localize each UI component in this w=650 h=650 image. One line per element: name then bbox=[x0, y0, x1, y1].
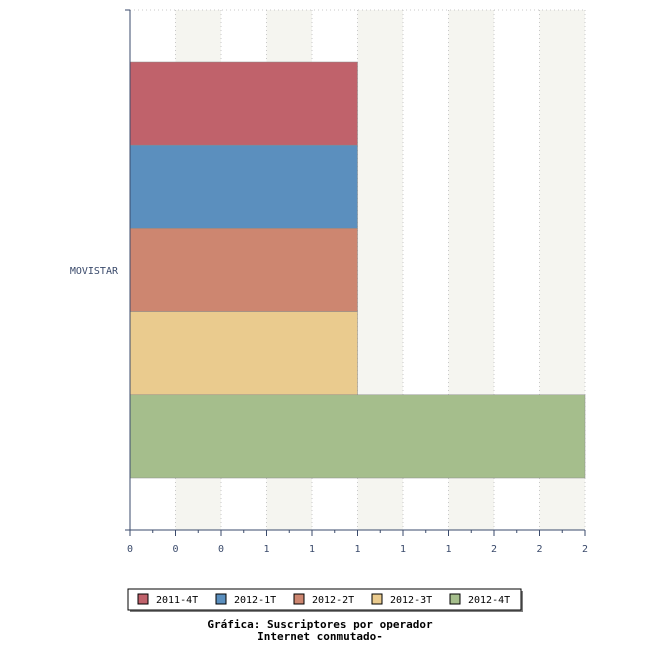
x-tick-label: 2 bbox=[582, 544, 588, 555]
x-tick-label: 2 bbox=[536, 544, 542, 555]
x-tick-label: 0 bbox=[127, 544, 133, 555]
legend-swatch bbox=[215, 593, 227, 605]
legend-label: 2012-2T bbox=[312, 595, 354, 606]
chart-title-line: Internet conmutado- bbox=[257, 630, 383, 643]
x-tick-label: 1 bbox=[400, 544, 406, 555]
x-tick-label: 1 bbox=[263, 544, 269, 555]
legend-label: 2011-4T bbox=[156, 595, 198, 606]
bar-2012-4T bbox=[129, 394, 586, 479]
x-tick-label: 1 bbox=[354, 544, 360, 555]
x-tick-label: 0 bbox=[172, 544, 178, 555]
bar-2011-4T bbox=[129, 61, 358, 146]
x-axis-ticks: 0 0 0 1 1 1 1 1 2 2 2 bbox=[127, 530, 588, 555]
x-tick-label: 0 bbox=[218, 544, 224, 555]
bar-2012-2T bbox=[129, 228, 358, 312]
x-tick-label: 1 bbox=[445, 544, 451, 555]
category-label: MOVISTAR bbox=[70, 266, 119, 277]
legend: 2011-4T 2012-1T 2012-2T 2012-3T 2012-4T bbox=[127, 588, 523, 612]
x-tick-label: 2 bbox=[491, 544, 497, 555]
legend-label: 2012-3T bbox=[390, 595, 432, 606]
x-tick-label: 1 bbox=[309, 544, 315, 555]
legend-swatch bbox=[137, 593, 149, 605]
chart-title: Gráfica: Suscriptores por operadorIntern… bbox=[207, 618, 433, 643]
legend-swatch bbox=[293, 593, 305, 605]
bars bbox=[129, 61, 586, 479]
chart-title-line: Gráfica: Suscriptores por operador bbox=[207, 618, 433, 631]
legend-label: 2012-4T bbox=[468, 595, 510, 606]
legend-swatch bbox=[371, 593, 383, 605]
legend-label: 2012-1T bbox=[234, 595, 276, 606]
legend-swatch bbox=[449, 593, 461, 605]
category-labels: MOVISTAR bbox=[70, 266, 119, 277]
bar-2012-1T bbox=[129, 144, 358, 229]
bar-2012-3T bbox=[129, 311, 358, 396]
